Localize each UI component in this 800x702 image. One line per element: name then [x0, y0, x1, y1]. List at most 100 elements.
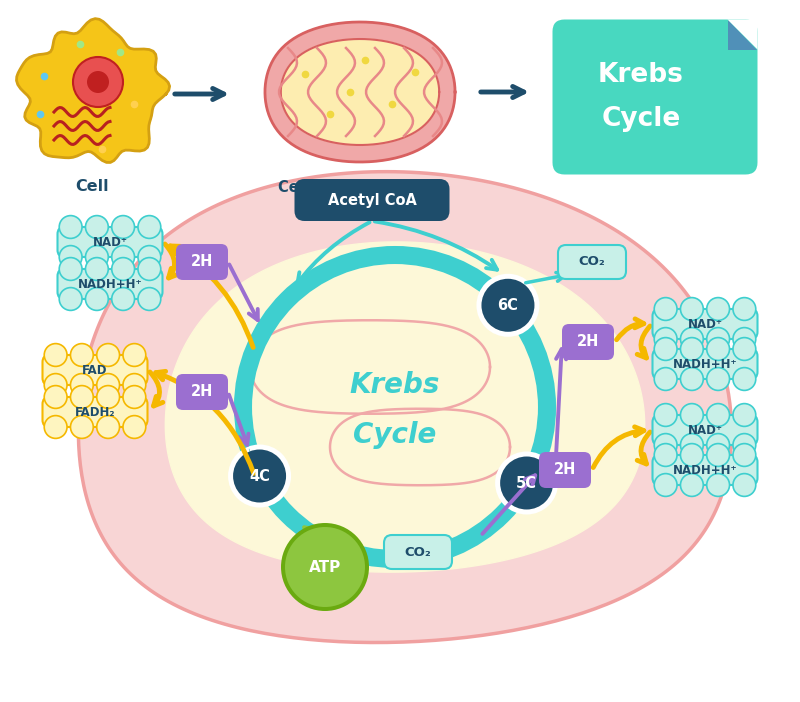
Circle shape [495, 451, 558, 515]
Circle shape [500, 456, 553, 510]
Text: Cycle: Cycle [354, 421, 437, 449]
Circle shape [123, 343, 146, 366]
Circle shape [681, 368, 703, 390]
Circle shape [59, 258, 82, 280]
Circle shape [138, 288, 161, 310]
Circle shape [70, 373, 94, 397]
FancyBboxPatch shape [58, 227, 162, 257]
Circle shape [706, 474, 730, 496]
Circle shape [138, 258, 161, 280]
Circle shape [86, 258, 108, 280]
FancyBboxPatch shape [58, 269, 162, 299]
Circle shape [59, 216, 82, 239]
Circle shape [123, 416, 146, 439]
Circle shape [86, 288, 108, 310]
Circle shape [733, 474, 756, 496]
Text: 2H: 2H [554, 463, 576, 477]
Polygon shape [727, 20, 758, 50]
Text: 2H: 2H [577, 334, 599, 350]
Circle shape [477, 274, 539, 337]
Circle shape [70, 416, 94, 439]
Circle shape [112, 258, 134, 280]
Circle shape [44, 373, 67, 397]
Circle shape [681, 328, 703, 350]
Circle shape [681, 434, 703, 456]
Circle shape [123, 373, 146, 397]
Text: 2H: 2H [191, 385, 213, 399]
FancyBboxPatch shape [176, 244, 228, 280]
Circle shape [97, 343, 119, 366]
Circle shape [59, 288, 82, 310]
FancyBboxPatch shape [42, 397, 147, 427]
Circle shape [706, 298, 730, 320]
Circle shape [44, 416, 67, 439]
FancyBboxPatch shape [294, 179, 450, 221]
Circle shape [70, 343, 94, 366]
Circle shape [654, 338, 677, 360]
Circle shape [654, 404, 677, 426]
Text: NADH+H⁺: NADH+H⁺ [673, 463, 738, 477]
Circle shape [681, 444, 703, 466]
Circle shape [228, 444, 291, 508]
Text: 6C: 6C [498, 298, 518, 313]
FancyBboxPatch shape [653, 415, 758, 445]
Text: NAD⁺: NAD⁺ [687, 423, 722, 437]
Circle shape [654, 368, 677, 390]
Circle shape [112, 246, 134, 268]
Text: Acetyl CoA: Acetyl CoA [327, 192, 417, 208]
FancyBboxPatch shape [384, 535, 452, 569]
Bar [0, 0, 800, 217]
FancyBboxPatch shape [176, 374, 228, 410]
Text: 4C: 4C [249, 468, 270, 484]
Circle shape [70, 385, 94, 409]
Circle shape [654, 434, 677, 456]
Circle shape [86, 246, 108, 268]
Circle shape [706, 444, 730, 466]
Circle shape [86, 216, 108, 239]
Circle shape [44, 343, 67, 366]
Circle shape [87, 71, 109, 93]
Text: NADH+H⁺: NADH+H⁺ [78, 277, 142, 291]
Text: Cell: Cell [75, 179, 109, 194]
Circle shape [706, 404, 730, 426]
Circle shape [706, 328, 730, 350]
Circle shape [112, 216, 134, 239]
Circle shape [44, 385, 67, 409]
Polygon shape [78, 172, 732, 642]
Circle shape [681, 298, 703, 320]
Text: NAD⁺: NAD⁺ [93, 235, 127, 249]
Circle shape [97, 385, 119, 409]
Circle shape [706, 434, 730, 456]
Circle shape [681, 474, 703, 496]
Circle shape [681, 338, 703, 360]
Text: NAD⁺: NAD⁺ [687, 317, 722, 331]
Circle shape [138, 246, 161, 268]
Circle shape [285, 527, 365, 607]
Circle shape [654, 474, 677, 496]
Circle shape [281, 523, 369, 611]
Circle shape [233, 449, 286, 503]
FancyBboxPatch shape [562, 324, 614, 360]
Polygon shape [166, 242, 645, 572]
Circle shape [654, 298, 677, 320]
Circle shape [733, 338, 756, 360]
Circle shape [681, 404, 703, 426]
Text: CO₂: CO₂ [578, 256, 606, 268]
Polygon shape [727, 20, 758, 50]
Circle shape [123, 385, 146, 409]
FancyBboxPatch shape [653, 455, 758, 485]
Circle shape [482, 279, 534, 332]
Text: CO₂: CO₂ [405, 545, 431, 559]
Circle shape [733, 298, 756, 320]
Circle shape [733, 328, 756, 350]
FancyBboxPatch shape [653, 349, 758, 379]
FancyBboxPatch shape [653, 309, 758, 339]
Circle shape [59, 246, 82, 268]
Circle shape [654, 444, 677, 466]
Text: Cellular Respiration: Cellular Respiration [278, 180, 442, 195]
Circle shape [654, 328, 677, 350]
Polygon shape [281, 39, 439, 145]
Circle shape [733, 434, 756, 456]
FancyBboxPatch shape [539, 452, 591, 488]
Text: 5C: 5C [516, 475, 537, 491]
